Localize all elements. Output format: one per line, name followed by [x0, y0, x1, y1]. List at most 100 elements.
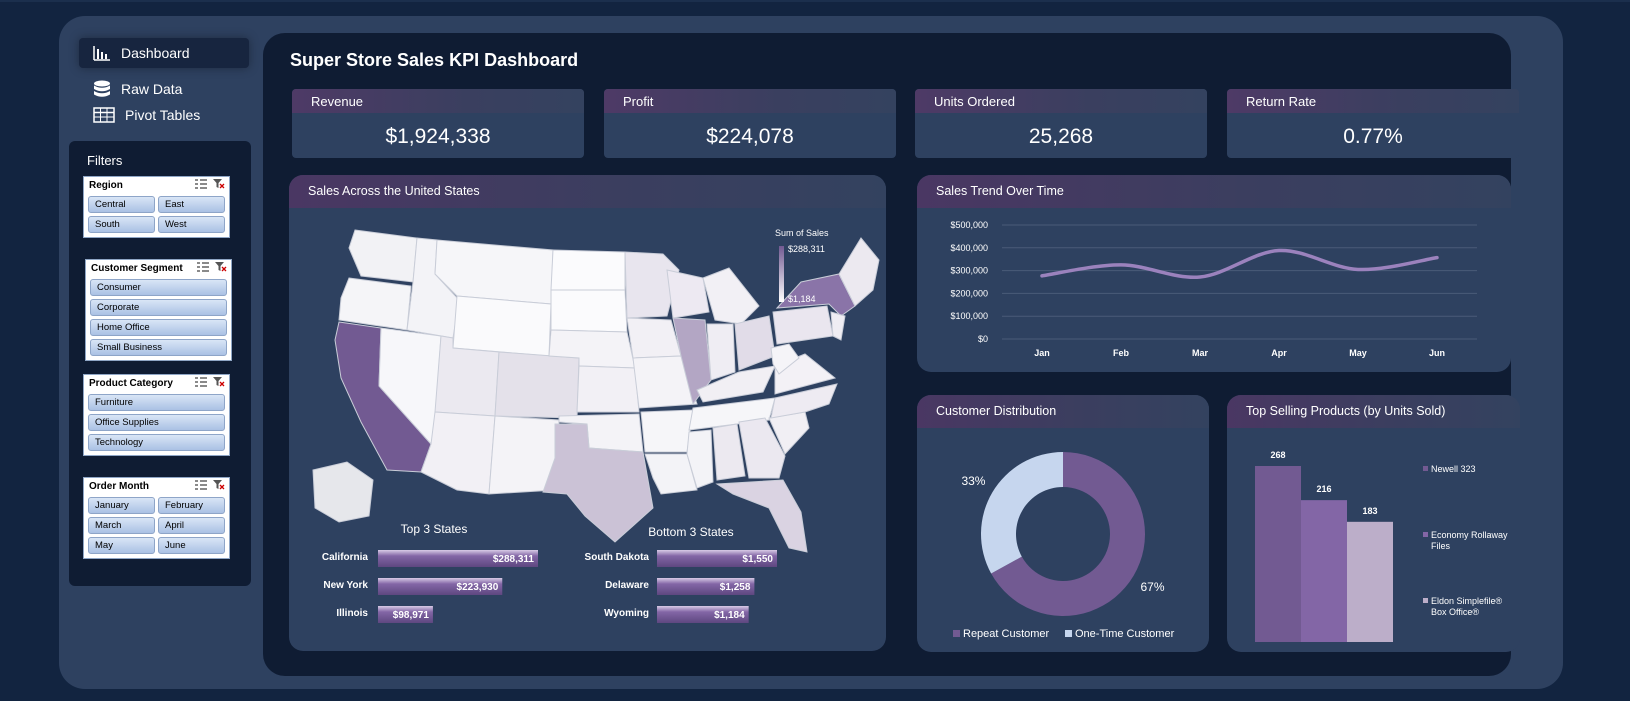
state-colorado[interactable]: [494, 351, 580, 419]
state-ohio[interactable]: [734, 315, 776, 371]
top-products-card: Top Selling Products (by Units Sold) 268…: [1227, 395, 1520, 652]
slicer-item[interactable]: March: [88, 517, 155, 534]
state-bar[interactable]: [378, 606, 433, 623]
slicer-item[interactable]: Central: [88, 196, 155, 213]
map-card: Sales Across the United States: [289, 175, 886, 651]
slicer-item[interactable]: Furniture: [88, 394, 225, 411]
slicer-order-month: Order Month January February March April…: [83, 477, 230, 559]
bar-chart: 268 216 183 Newell 323 Economy RollawayFiles…: [1255, 450, 1508, 642]
slicer-item[interactable]: West: [158, 216, 225, 233]
x-tick-label: Mar: [1192, 348, 1209, 358]
legend-label: Files: [1431, 541, 1451, 551]
kpi-revenue: Revenue $1,924,338: [292, 89, 584, 158]
map-chart: Sum of Sales $288,311 $1,184 Top 3 State…: [312, 228, 880, 623]
clear-filter-icon[interactable]: [213, 179, 225, 189]
bottom-states-title: Bottom 3 States: [648, 525, 733, 539]
nav-item-raw-data[interactable]: Raw Data: [79, 74, 249, 104]
slicer-item[interactable]: Home Office: [90, 319, 227, 336]
slicer-item[interactable]: Office Supplies: [88, 414, 225, 431]
clear-filter-icon[interactable]: [213, 480, 225, 490]
kpi-value: $224,078: [706, 125, 794, 148]
bottom-states-bars: South Dakota $1,550 Delaware $1,258 Wyoming $…: [585, 550, 777, 623]
slicer-item[interactable]: January: [88, 497, 155, 514]
slicer-item[interactable]: Technology: [88, 434, 225, 451]
state-label: Illinois: [336, 608, 368, 619]
state-south-dakota[interactable]: [550, 289, 628, 333]
state-wisconsin[interactable]: [666, 269, 710, 319]
kpi-return-rate: Return Rate 0.77%: [1227, 89, 1519, 158]
clear-filter-icon[interactable]: [215, 262, 227, 272]
slice-label: 67%: [1141, 580, 1165, 594]
state-bar[interactable]: [657, 578, 755, 595]
slicer-item[interactable]: June: [158, 537, 225, 554]
state-wyoming[interactable]: [452, 295, 552, 357]
state-indiana[interactable]: [706, 323, 736, 381]
state-oregon[interactable]: [338, 277, 412, 331]
map-legend-min: $1,184: [788, 294, 816, 304]
legend-label: Economy Rollaway: [1431, 530, 1508, 540]
slicer-product-category: Product Category Furniture Office Suppli…: [83, 374, 230, 456]
kpi-profit: Profit $224,078: [604, 89, 896, 158]
state-kansas[interactable]: [576, 365, 640, 413]
legend-swatch: [1423, 598, 1428, 603]
slicer-item[interactable]: East: [158, 196, 225, 213]
state-bar[interactable]: [657, 550, 777, 567]
x-tick-label: Jun: [1429, 348, 1445, 358]
y-tick-label: $400,000: [950, 243, 988, 253]
state-washington[interactable]: [348, 229, 418, 283]
state-alaska[interactable]: [312, 461, 374, 523]
multi-select-icon[interactable]: [195, 377, 207, 387]
kpi-value: 0.77%: [1343, 125, 1403, 148]
state-florida[interactable]: [715, 479, 808, 553]
state-arkansas[interactable]: [640, 409, 694, 453]
bar[interactable]: [1255, 466, 1301, 642]
state-new-jersey[interactable]: [830, 311, 846, 341]
donut-slice[interactable]: [981, 452, 1063, 574]
state-georgia[interactable]: [738, 417, 786, 479]
table-icon: [93, 107, 115, 123]
nav-label: Pivot Tables: [125, 107, 201, 123]
multi-select-icon[interactable]: [197, 262, 209, 272]
state-north-carolina[interactable]: [770, 383, 838, 419]
state-missouri[interactable]: [632, 355, 698, 409]
sidebar-nav: Dashboard Raw Data Pivot Tables: [79, 38, 249, 130]
state-texas[interactable]: [542, 423, 654, 543]
state-west-virginia[interactable]: [770, 343, 800, 375]
slicer-item[interactable]: Corporate: [90, 299, 227, 316]
state-alabama[interactable]: [712, 423, 746, 481]
state-louisiana[interactable]: [644, 453, 698, 495]
legend-label: One-Time Customer: [1075, 628, 1175, 640]
state-mississippi[interactable]: [686, 429, 714, 489]
legend-swatch: [1423, 466, 1428, 471]
state-tennessee[interactable]: [688, 397, 776, 431]
state-bar[interactable]: [657, 606, 749, 623]
slicer-item[interactable]: May: [88, 537, 155, 554]
kpi-value: 25,268: [1028, 125, 1094, 148]
state-label: South Dakota: [585, 552, 650, 563]
slicer-item[interactable]: February: [158, 497, 225, 514]
nav-item-pivot-tables[interactable]: Pivot Tables: [79, 100, 249, 130]
state-bar[interactable]: [378, 550, 538, 567]
slicer-item[interactable]: Consumer: [90, 279, 227, 296]
nav-item-dashboard[interactable]: Dashboard: [79, 38, 249, 68]
state-bar[interactable]: [378, 578, 503, 595]
bar[interactable]: [1347, 521, 1393, 642]
series-line[interactable]: [1040, 248, 1439, 279]
slicer-item[interactable]: South: [88, 216, 155, 233]
slicer-item[interactable]: Small Business: [90, 339, 227, 356]
bar-value-label: 216: [1316, 484, 1331, 494]
slicer-item[interactable]: April: [158, 517, 225, 534]
state-iowa[interactable]: [626, 317, 682, 359]
multi-select-icon[interactable]: [195, 179, 207, 189]
clear-filter-icon[interactable]: [213, 377, 225, 387]
x-tick-label: Feb: [1113, 348, 1130, 358]
x-tick-label: Apr: [1271, 348, 1287, 358]
state-pennsylvania[interactable]: [772, 305, 834, 345]
state-new-england[interactable]: [838, 237, 880, 307]
state-north-dakota[interactable]: [550, 249, 626, 291]
state-kentucky[interactable]: [696, 365, 776, 403]
donut-slice[interactable]: [991, 452, 1145, 616]
bar[interactable]: [1301, 500, 1347, 642]
state-michigan[interactable]: [702, 267, 760, 325]
multi-select-icon[interactable]: [195, 480, 207, 490]
